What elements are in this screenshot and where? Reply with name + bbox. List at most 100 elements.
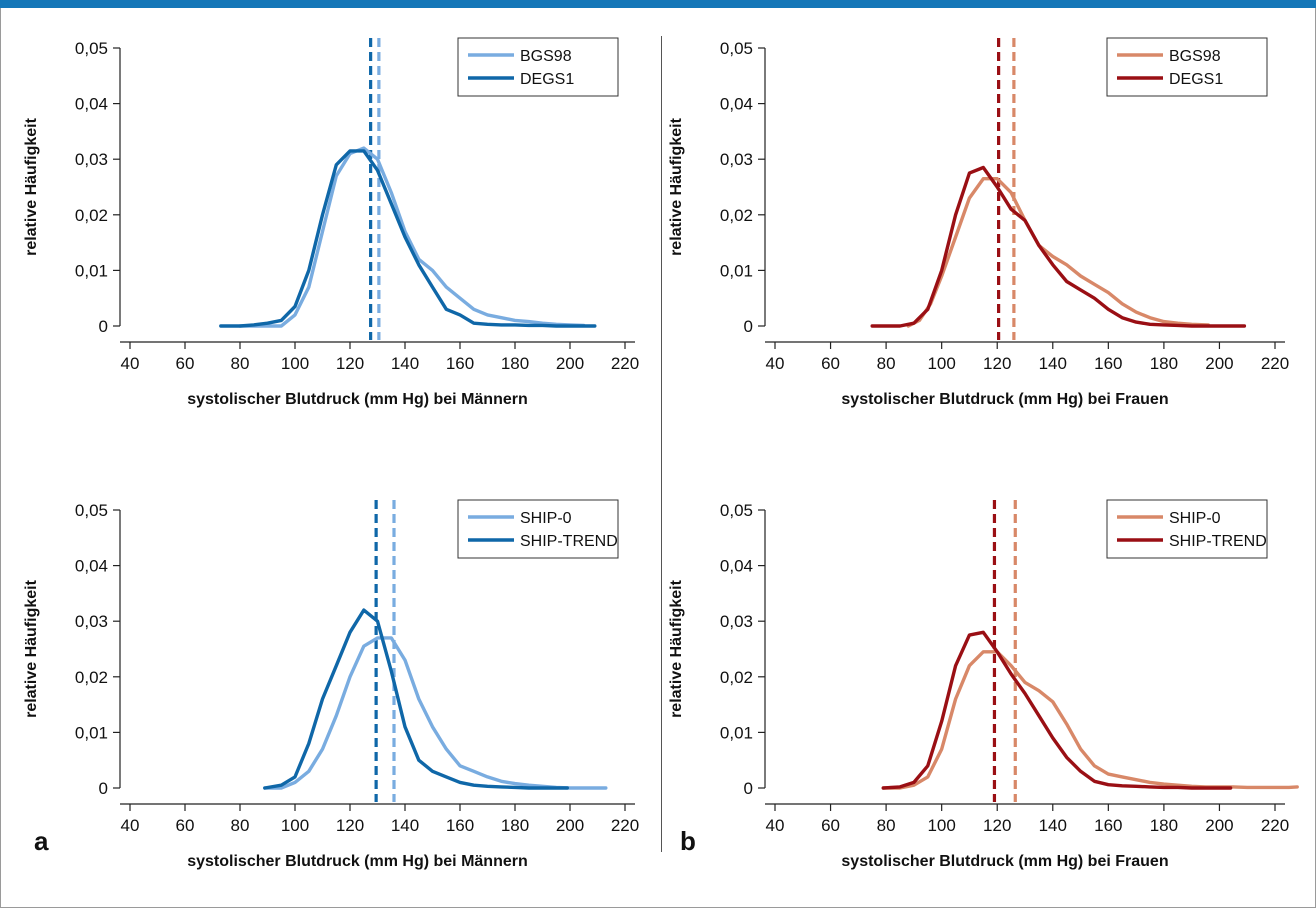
y-tick-label: 0,03 bbox=[75, 150, 108, 169]
x-tick-label: 160 bbox=[1094, 816, 1122, 835]
x-tick-label: 220 bbox=[1261, 354, 1289, 373]
x-tick-label: 220 bbox=[611, 354, 639, 373]
x-tick-label: 180 bbox=[1150, 354, 1178, 373]
legend: SHIP-0 SHIP-TREND bbox=[457, 499, 619, 559]
y-tick-label: 0,02 bbox=[75, 668, 108, 687]
y-tick-label: 0,01 bbox=[720, 261, 753, 280]
chart-panel-1: 0 0,01 0,02 0,03 0,04 0,05 40 60 80 100 120 140 160 1… bbox=[23, 37, 639, 408]
y-tick-label: 0,05 bbox=[720, 39, 753, 58]
y-tick-label: 0 bbox=[744, 779, 753, 798]
x-tick-label: 120 bbox=[983, 354, 1011, 373]
y-axis-label: relative Häufigkeit bbox=[668, 117, 685, 256]
legend-label: BGS98 bbox=[520, 48, 572, 65]
x-tick-label: 40 bbox=[766, 354, 785, 373]
x-tick-label: 120 bbox=[983, 816, 1011, 835]
y-tick-label: 0,04 bbox=[75, 557, 108, 576]
x-tick-label: 200 bbox=[1205, 354, 1233, 373]
series-line-bgs98 bbox=[906, 176, 1211, 328]
series-line-degs1 bbox=[870, 165, 1247, 328]
legend-label: BGS98 bbox=[1169, 48, 1221, 65]
y-axis-label: relative Häufigkeit bbox=[668, 579, 685, 718]
top-accent-bar bbox=[0, 0, 1316, 8]
y-tick-label: 0 bbox=[744, 317, 753, 336]
y-tick-label: 0 bbox=[99, 779, 108, 798]
x-tick-label: 40 bbox=[121, 354, 140, 373]
y-tick-label: 0,04 bbox=[75, 95, 108, 114]
legend-label: SHIP-0 bbox=[1169, 510, 1221, 527]
legend-box bbox=[1106, 37, 1268, 97]
series-line-ship-trend bbox=[881, 630, 1233, 790]
y-tick-label: 0,03 bbox=[720, 150, 753, 169]
chart-panel-4: 0 0,01 0,02 0,03 0,04 0,05 40 60 80 100 120 140 160 1… bbox=[668, 499, 1299, 870]
y-tick-label: 0,01 bbox=[720, 723, 753, 742]
x-axis-label: systolischer Blutdruck (mm Hg) bei Männe… bbox=[187, 853, 528, 870]
y-tick-label: 0,05 bbox=[75, 501, 108, 520]
x-tick-label: 200 bbox=[1205, 816, 1233, 835]
x-tick-label: 100 bbox=[927, 354, 955, 373]
legend: BGS98 DEGS1 bbox=[1106, 37, 1268, 97]
x-tick-label: 120 bbox=[336, 816, 364, 835]
legend-label: SHIP-TREND bbox=[1169, 533, 1267, 550]
x-tick-label: 60 bbox=[821, 354, 840, 373]
x-tick-label: 80 bbox=[877, 354, 896, 373]
x-tick-label: 160 bbox=[446, 816, 474, 835]
legend-box bbox=[457, 499, 619, 559]
x-tick-label: 200 bbox=[556, 354, 584, 373]
x-tick-label: 100 bbox=[281, 354, 309, 373]
y-tick-label: 0,04 bbox=[720, 557, 753, 576]
y-tick-label: 0,02 bbox=[720, 206, 753, 225]
x-tick-label: 80 bbox=[231, 816, 250, 835]
x-tick-label: 80 bbox=[231, 354, 250, 373]
x-tick-label: 180 bbox=[501, 816, 529, 835]
legend-label: DEGS1 bbox=[520, 71, 574, 88]
y-tick-label: 0 bbox=[99, 317, 108, 336]
x-tick-label: 140 bbox=[1039, 816, 1067, 835]
x-axis-label: systolischer Blutdruck (mm Hg) bei Fraue… bbox=[841, 391, 1168, 408]
legend: BGS98 DEGS1 bbox=[457, 37, 619, 97]
legend-label: SHIP-0 bbox=[520, 510, 572, 527]
x-axis-label: systolischer Blutdruck (mm Hg) bei Männe… bbox=[187, 391, 528, 408]
x-tick-label: 160 bbox=[1094, 354, 1122, 373]
panel-divider bbox=[661, 36, 662, 852]
x-tick-label: 140 bbox=[391, 816, 419, 835]
series-line-degs1 bbox=[219, 149, 597, 328]
y-tick-label: 0,01 bbox=[75, 261, 108, 280]
x-tick-label: 140 bbox=[391, 354, 419, 373]
x-tick-label: 200 bbox=[556, 816, 584, 835]
x-tick-label: 140 bbox=[1039, 354, 1067, 373]
legend-box bbox=[457, 37, 619, 97]
x-tick-label: 60 bbox=[176, 816, 195, 835]
y-tick-label: 0,02 bbox=[75, 206, 108, 225]
x-tick-label: 120 bbox=[336, 354, 364, 373]
legend: SHIP-0 SHIP-TREND bbox=[1106, 499, 1268, 559]
y-tick-label: 0,01 bbox=[75, 723, 108, 742]
x-tick-label: 60 bbox=[176, 354, 195, 373]
y-tick-label: 0,03 bbox=[720, 612, 753, 631]
series-line-ship-0 bbox=[263, 636, 608, 790]
x-tick-label: 180 bbox=[1150, 816, 1178, 835]
legend-label: SHIP-TREND bbox=[520, 533, 618, 550]
chart-panel-2: 0 0,01 0,02 0,03 0,04 0,05 40 60 80 100 120 140 160 1… bbox=[668, 37, 1289, 408]
y-axis-label: relative Häufigkeit bbox=[23, 579, 40, 718]
chart-panel-3: 0 0,01 0,02 0,03 0,04 0,05 40 60 80 100 120 140 160 1… bbox=[23, 499, 639, 870]
y-tick-label: 0,05 bbox=[75, 39, 108, 58]
x-tick-label: 80 bbox=[877, 816, 896, 835]
x-tick-label: 160 bbox=[446, 354, 474, 373]
x-tick-label: 60 bbox=[821, 816, 840, 835]
series-line-ship-0 bbox=[881, 650, 1299, 790]
legend-label: DEGS1 bbox=[1169, 71, 1223, 88]
y-axis-label: relative Häufigkeit bbox=[23, 117, 40, 256]
x-tick-label: 40 bbox=[766, 816, 785, 835]
y-tick-label: 0,02 bbox=[720, 668, 753, 687]
x-tick-label: 100 bbox=[927, 816, 955, 835]
x-tick-label: 180 bbox=[501, 354, 529, 373]
y-tick-label: 0,03 bbox=[75, 612, 108, 631]
panel-label-a: a bbox=[34, 826, 49, 856]
series-line-bgs98 bbox=[238, 146, 586, 328]
x-tick-label: 220 bbox=[1261, 816, 1289, 835]
legend-box bbox=[1106, 499, 1268, 559]
series-line-ship-trend bbox=[263, 608, 569, 790]
y-tick-label: 0,04 bbox=[720, 95, 753, 114]
